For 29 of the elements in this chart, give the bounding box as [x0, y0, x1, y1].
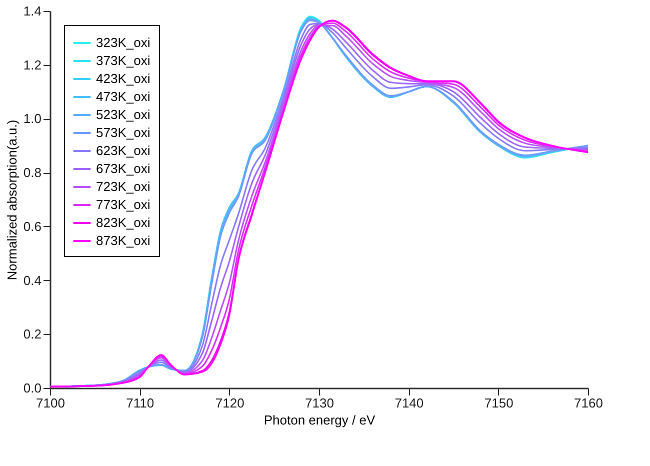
x-tick-label: 7100 — [36, 396, 65, 410]
y-tick-label: 1.4 — [23, 4, 42, 18]
y-tick-label: 0.8 — [23, 165, 42, 180]
legend-label: 323K_oxi — [96, 35, 150, 50]
y-tick-label: 0.2 — [23, 326, 42, 342]
y-axis-title: Normalized absorption(a.u.) — [4, 120, 20, 280]
legend-label: 523K_oxi — [96, 107, 150, 122]
x-tick-label: 7130 — [305, 396, 334, 410]
x-tick-label: 7120 — [215, 396, 244, 410]
x-tick-label: 7140 — [394, 396, 424, 410]
legend-label: 823K_oxi — [96, 215, 150, 230]
legend-label: 673K_oxi — [96, 161, 150, 176]
legend-label: 623K_oxi — [96, 143, 150, 158]
legend-label: 873K_oxi — [96, 233, 150, 248]
x-tick-label: 7110 — [126, 396, 154, 410]
y-tick-label: 1.2 — [23, 57, 42, 72]
legend-label: 373K_oxi — [96, 53, 150, 68]
legend-label: 773K_oxi — [96, 197, 150, 212]
x-axis-title: Photon energy / eV — [264, 412, 376, 428]
legend-label: 423K_oxi — [96, 71, 150, 86]
y-tick-label: 0.0 — [23, 380, 42, 396]
legend-label: 723K_oxi — [96, 179, 150, 194]
y-tick-label: 0.4 — [23, 272, 42, 288]
legend-label: 473K_oxi — [96, 89, 150, 104]
y-tick-label: 1.0 — [23, 111, 42, 126]
x-tick-label: 7160 — [574, 396, 603, 410]
legend-label: 573K_oxi — [96, 125, 150, 140]
y-tick-label: 0.6 — [23, 218, 42, 234]
x-tick-label: 7150 — [484, 396, 514, 410]
